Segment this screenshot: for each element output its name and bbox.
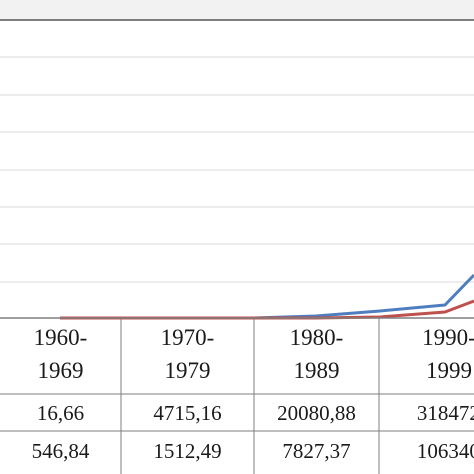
series-line-1: [60, 273, 474, 320]
data-table: 1960- 1969 1970- 1979 1980- 1989 1990- 1999 16,6…: [0, 317, 474, 474]
tick-label: 1969: [38, 358, 84, 383]
tick-label: 1990-: [422, 325, 474, 350]
tick-label: 1989: [294, 358, 340, 383]
data-label: 4715,16: [153, 401, 221, 425]
data-label: 7827,37: [282, 439, 350, 463]
gridlines: [0, 0, 474, 283]
data-label: 20080,88: [277, 401, 356, 425]
data-label: 1512,49: [153, 439, 221, 463]
tick-label: 1979: [165, 358, 211, 383]
top-band: [0, 0, 474, 20]
data-label: 546,84: [32, 439, 90, 463]
tick-label: 1999: [426, 358, 472, 383]
tick-label: 1980-: [290, 325, 344, 350]
data-label: 318472,: [417, 401, 474, 425]
tick-label: 1970-: [161, 325, 215, 350]
tick-label: 1960-: [34, 325, 88, 350]
data-label: 106340,: [417, 439, 474, 463]
series-lines: [60, 273, 474, 320]
data-label: 16,66: [37, 401, 84, 425]
